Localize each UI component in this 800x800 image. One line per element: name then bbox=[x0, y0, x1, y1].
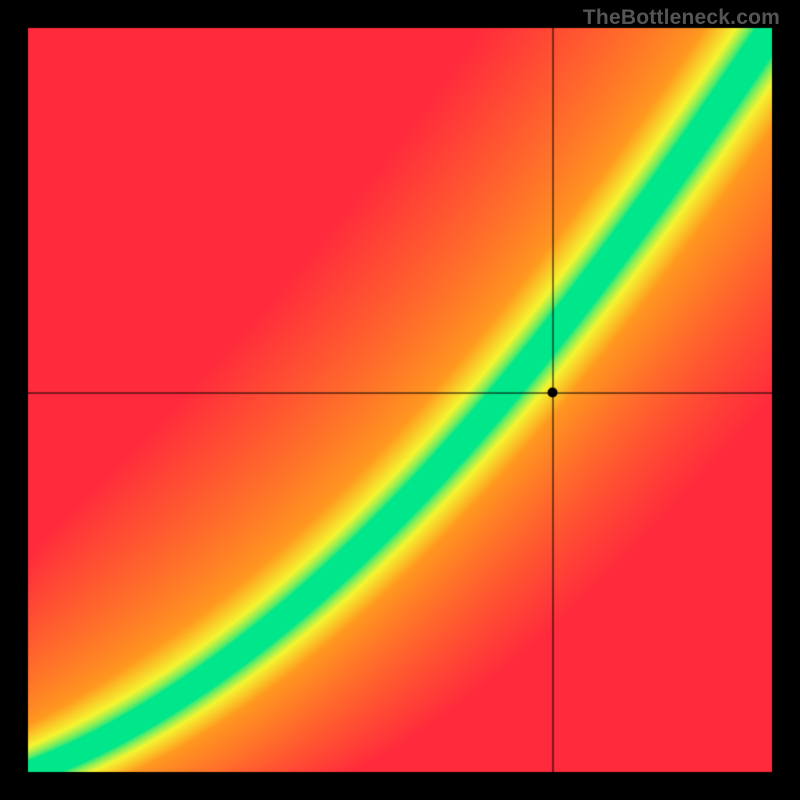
watermark-text: TheBottleneck.com bbox=[583, 6, 780, 30]
heatmap-canvas bbox=[0, 0, 800, 800]
chart-container: TheBottleneck.com bbox=[0, 0, 800, 800]
